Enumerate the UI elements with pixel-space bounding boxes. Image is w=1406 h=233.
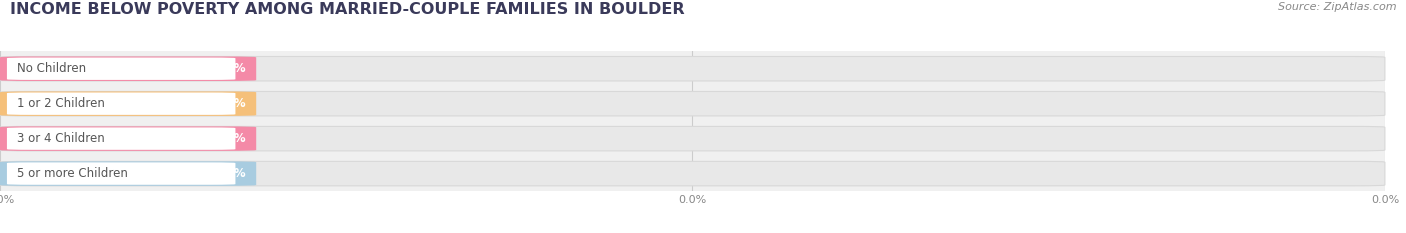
Text: 1 or 2 Children: 1 or 2 Children: [17, 97, 104, 110]
Text: 0.0%: 0.0%: [214, 62, 246, 75]
Text: Source: ZipAtlas.com: Source: ZipAtlas.com: [1278, 2, 1396, 12]
FancyBboxPatch shape: [0, 57, 256, 81]
Text: 5 or more Children: 5 or more Children: [17, 167, 128, 180]
Text: No Children: No Children: [17, 62, 86, 75]
FancyBboxPatch shape: [0, 92, 256, 116]
FancyBboxPatch shape: [0, 161, 256, 186]
Text: 0.0%: 0.0%: [214, 132, 246, 145]
FancyBboxPatch shape: [0, 92, 1385, 116]
FancyBboxPatch shape: [0, 161, 1385, 186]
FancyBboxPatch shape: [7, 127, 235, 150]
FancyBboxPatch shape: [7, 58, 235, 80]
FancyBboxPatch shape: [0, 127, 1385, 151]
Text: 0.0%: 0.0%: [214, 97, 246, 110]
Text: 0.0%: 0.0%: [214, 167, 246, 180]
FancyBboxPatch shape: [0, 57, 1385, 81]
FancyBboxPatch shape: [7, 162, 235, 185]
Text: 3 or 4 Children: 3 or 4 Children: [17, 132, 104, 145]
FancyBboxPatch shape: [7, 93, 235, 115]
Text: INCOME BELOW POVERTY AMONG MARRIED-COUPLE FAMILIES IN BOULDER: INCOME BELOW POVERTY AMONG MARRIED-COUPL…: [10, 2, 685, 17]
FancyBboxPatch shape: [0, 127, 256, 151]
